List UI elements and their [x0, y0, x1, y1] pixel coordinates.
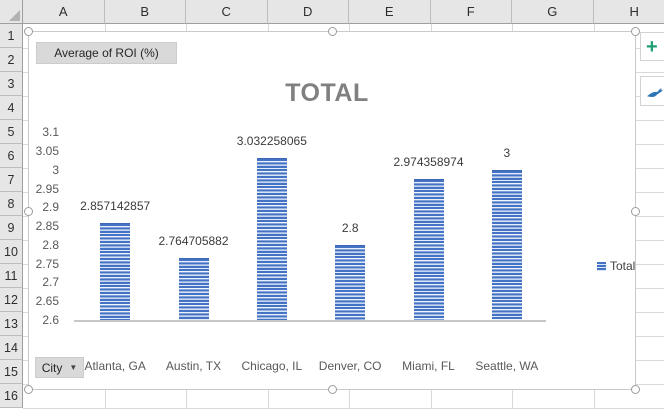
selection-handle-bottom-left[interactable]: [23, 384, 33, 394]
value-field-button[interactable]: Average of ROI (%): [36, 42, 177, 64]
category-label-miami-fl: Miami, FL: [402, 359, 455, 373]
data-label-austin-tx: 2.764705882: [158, 234, 229, 249]
bar-denver-co[interactable]: [335, 244, 366, 320]
selection-handle-top-middle[interactable]: [327, 26, 337, 36]
bar-atlanta-ga[interactable]: [100, 223, 131, 320]
category-label-atlanta-ga: Atlanta, GA: [84, 359, 146, 373]
column-header-b[interactable]: B: [104, 0, 186, 24]
selection-handle-bottom-middle[interactable]: [327, 384, 337, 394]
y-tick-label-2.85: 2.85: [35, 219, 59, 234]
y-tick-label-3.05: 3.05: [35, 144, 59, 159]
gridline: [23, 408, 664, 409]
column-header-a[interactable]: A: [23, 0, 105, 24]
row-header-9[interactable]: 9: [0, 216, 23, 240]
row-header-15[interactable]: 15: [0, 360, 23, 384]
bar-seattle-wa[interactable]: [491, 169, 522, 320]
bar-miami-fl[interactable]: [413, 179, 444, 320]
row-header-10[interactable]: 10: [0, 240, 23, 264]
data-label-atlanta-ga: 2.857142857: [80, 199, 151, 214]
data-label-seattle-wa: 3: [503, 145, 511, 160]
selection-handle-bottom-right[interactable]: [630, 384, 640, 394]
data-label-chicago-il: 3.032258065: [236, 133, 307, 148]
paintbrush-icon: [647, 87, 663, 97]
y-tick-label-2.8: 2.8: [42, 237, 59, 252]
selection-handle-top-left[interactable]: [23, 26, 33, 36]
data-label-miami-fl: 2.974358974: [393, 155, 464, 170]
selection-handle-left-middle[interactable]: [23, 206, 33, 216]
column-header-g[interactable]: G: [512, 0, 594, 24]
y-tick-label-3: 3: [52, 162, 59, 177]
row-header-5[interactable]: 5: [0, 120, 23, 144]
y-tick-label-2.75: 2.75: [35, 256, 59, 271]
selection-handle-right-middle[interactable]: [630, 206, 640, 216]
row-header-4[interactable]: 4: [0, 96, 23, 120]
column-header-c[interactable]: C: [186, 0, 268, 24]
axis-field-label: City: [41, 360, 63, 375]
chart-elements-button[interactable]: +: [640, 32, 664, 61]
plus-icon: +: [646, 35, 658, 58]
y-tick-label-2.7: 2.7: [42, 275, 59, 290]
row-header-12[interactable]: 12: [0, 288, 23, 312]
data-label-denver-co: 2.8: [341, 220, 359, 235]
row-header-13[interactable]: 13: [0, 312, 23, 336]
chart-title[interactable]: TOTAL: [285, 79, 369, 107]
y-tick-label-3.1: 3.1: [42, 125, 59, 140]
row-header-11[interactable]: 11: [0, 264, 23, 288]
pivot-chart[interactable]: Average of ROI (%) TOTAL 3.1 3.05 3 2.95 2.9…: [28, 31, 636, 390]
column-header-d[interactable]: D: [267, 0, 349, 24]
y-tick-label-2.9: 2.9: [42, 200, 59, 215]
select-all-button[interactable]: [0, 0, 23, 24]
row-header-7[interactable]: 7: [0, 168, 23, 192]
y-tick-label-2.65: 2.65: [35, 294, 59, 309]
category-label-chicago-il: Chicago, IL: [241, 359, 303, 373]
category-axis-line: [74, 320, 546, 322]
row-header-16[interactable]: 16: [0, 384, 23, 408]
category-label-denver-co: Denver, CO: [318, 359, 382, 373]
bar-austin-tx[interactable]: [178, 258, 209, 320]
chart-legend[interactable]: Total: [597, 259, 635, 273]
column-header-e[interactable]: E: [349, 0, 431, 24]
axis-field-button-city[interactable]: City ▼: [35, 357, 84, 378]
column-header-h[interactable]: H: [593, 0, 664, 24]
legend-series-label: Total: [610, 259, 636, 273]
row-header-8[interactable]: 8: [0, 192, 23, 216]
selection-handle-top-right[interactable]: [630, 26, 640, 36]
row-header-2[interactable]: 2: [0, 48, 23, 72]
category-label-seattle-wa: Seattle, WA: [475, 359, 539, 373]
row-header-1[interactable]: 1: [0, 24, 23, 48]
column-header-f[interactable]: F: [430, 0, 512, 24]
value-field-label: Average of ROI (%): [54, 46, 159, 60]
select-all-triangle-icon: [9, 10, 20, 21]
category-label-austin-tx: Austin, TX: [165, 359, 222, 373]
bar-chicago-il[interactable]: [256, 157, 287, 320]
row-header-14[interactable]: 14: [0, 336, 23, 360]
chevron-down-icon: ▼: [69, 362, 78, 372]
row-header-6[interactable]: 6: [0, 144, 23, 168]
legend-series-marker-icon: [597, 261, 606, 271]
row-header-3[interactable]: 3: [0, 72, 23, 96]
chart-styles-button[interactable]: [640, 76, 664, 106]
y-tick-label-2.6: 2.6: [42, 313, 59, 327]
y-tick-label-2.95: 2.95: [35, 181, 59, 196]
